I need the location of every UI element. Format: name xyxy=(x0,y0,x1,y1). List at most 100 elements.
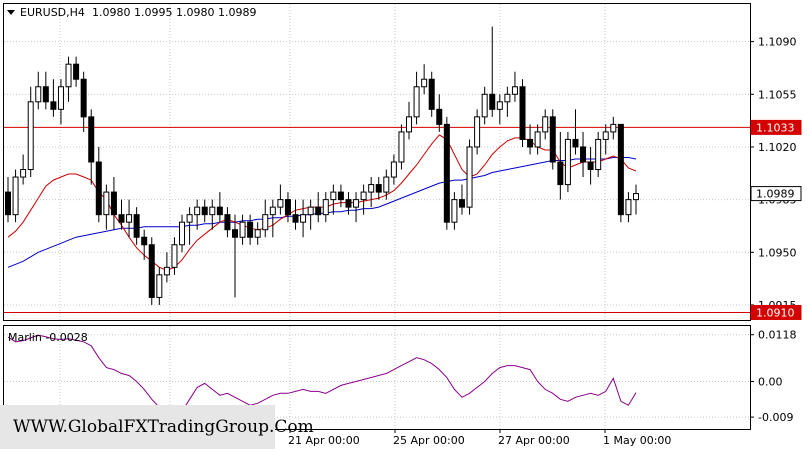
candle-body xyxy=(549,116,556,163)
candle xyxy=(413,71,420,125)
candle xyxy=(35,71,42,110)
candle xyxy=(406,101,413,140)
candle-body xyxy=(156,274,163,298)
candle xyxy=(20,154,27,185)
candle xyxy=(481,86,488,125)
candle xyxy=(496,94,503,125)
candle-body xyxy=(284,199,291,216)
candle-body xyxy=(300,214,307,223)
candle xyxy=(602,124,609,155)
price-panel[interactable] xyxy=(3,3,751,321)
candle-body xyxy=(345,199,352,208)
time-tick-label: 21 Apr 00:00 xyxy=(288,434,360,447)
candle xyxy=(65,56,72,102)
candle xyxy=(163,252,170,283)
candle xyxy=(315,192,322,223)
candle xyxy=(383,169,390,200)
candle xyxy=(269,199,276,238)
candle-body xyxy=(12,176,19,216)
candle xyxy=(580,131,587,178)
ohlc-readout: 1.0980 1.0995 1.0980 1.0989 xyxy=(92,6,256,19)
candle xyxy=(572,109,579,155)
indicator-grid xyxy=(4,326,750,429)
candle-body xyxy=(315,206,322,216)
candle-body xyxy=(337,191,344,201)
candle-body xyxy=(239,221,246,238)
candle-body xyxy=(216,206,223,216)
candle xyxy=(625,192,632,223)
candle xyxy=(5,177,11,223)
candle xyxy=(322,192,329,223)
collapse-triangle-icon[interactable] xyxy=(7,10,15,15)
candle xyxy=(610,116,617,140)
candle xyxy=(42,71,49,110)
candle-body xyxy=(5,191,11,216)
candle xyxy=(27,86,34,178)
candle-body xyxy=(231,229,238,238)
candle-body xyxy=(27,101,34,171)
candle xyxy=(345,192,352,215)
candle xyxy=(474,109,481,155)
candle-body xyxy=(224,214,231,231)
candle xyxy=(489,26,496,117)
marlin-series xyxy=(7,334,637,418)
candle xyxy=(511,71,518,102)
candle-body xyxy=(534,131,541,148)
candle xyxy=(231,214,238,298)
candle-body xyxy=(80,78,87,118)
indicator-tick-label: 0.0118 xyxy=(758,329,797,342)
candle-body xyxy=(194,206,201,216)
candle-body xyxy=(254,229,261,238)
candle xyxy=(110,177,117,230)
candle xyxy=(443,116,450,230)
candle xyxy=(141,229,148,260)
horizontal-levels[interactable] xyxy=(4,126,750,313)
candle-body xyxy=(95,161,102,216)
candle-body xyxy=(20,169,27,178)
indicator-axis: 0.0118 0.00 -0.009 xyxy=(750,329,797,424)
indicator-tick-label: 0.00 xyxy=(758,375,783,388)
candle xyxy=(595,131,602,178)
candle-body xyxy=(580,146,587,163)
upper-level-label: 1.1033 xyxy=(756,121,795,134)
lower-level-label-box xyxy=(750,304,802,320)
candle xyxy=(80,71,87,132)
upper-level-label-box xyxy=(750,119,802,135)
candle-body xyxy=(557,161,564,186)
candle xyxy=(118,199,125,230)
candle xyxy=(527,124,534,155)
candle xyxy=(375,177,382,200)
candle xyxy=(239,214,246,245)
candle-body xyxy=(262,214,269,231)
time-tick-label: 27 Apr 00:00 xyxy=(498,434,570,447)
candle-body xyxy=(277,199,284,208)
current-price-label-box xyxy=(750,186,802,202)
candle xyxy=(451,192,458,230)
candle-body xyxy=(73,63,80,80)
current-price-label: 1.0989 xyxy=(756,188,795,201)
candle xyxy=(368,177,375,208)
candle-body xyxy=(42,86,49,103)
candle xyxy=(133,207,140,245)
candle-body xyxy=(617,123,624,216)
candle xyxy=(216,192,223,223)
candle-body xyxy=(564,138,571,186)
candle-body xyxy=(428,78,435,110)
candle xyxy=(171,237,178,275)
time-axis: 21 Apr 00:00 25 Apr 00:00 27 Apr 00:00 1 Ma… xyxy=(288,429,671,447)
candle xyxy=(57,79,64,125)
candle xyxy=(557,131,564,200)
candle-body xyxy=(602,131,609,140)
candle-body xyxy=(103,191,110,216)
price-tick-label: 1.1020 xyxy=(758,141,797,154)
candle xyxy=(633,184,639,215)
candle-body xyxy=(474,116,481,148)
candle-body xyxy=(421,78,428,88)
candle-body xyxy=(209,206,216,216)
candle xyxy=(390,154,397,185)
indicator-tick-label: -0.009 xyxy=(758,411,793,424)
candle xyxy=(247,214,254,245)
candle xyxy=(73,56,80,87)
candle-body xyxy=(247,221,254,238)
